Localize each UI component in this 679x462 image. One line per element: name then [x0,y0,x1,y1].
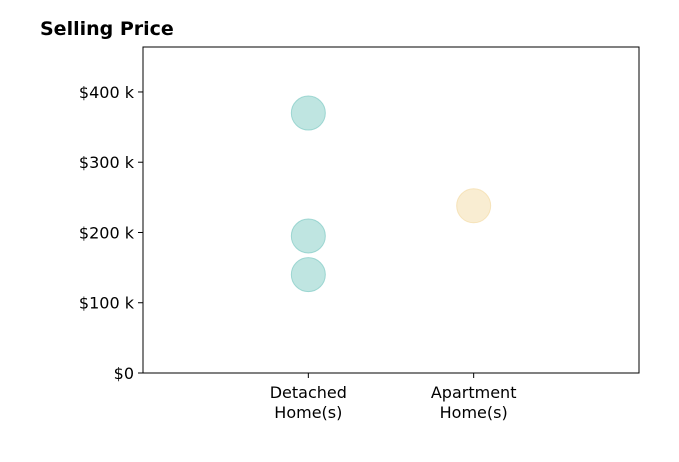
point [290,95,326,131]
y-tick-label: $0 [114,364,134,383]
chart-title: Selling Price [40,18,174,40]
y-tick-label: $400 k [79,83,135,102]
x-tick-label: Apartment Home(s) [431,383,517,422]
x-tick-label: Detached Home(s) [270,383,347,422]
y-tick-label: $200 k [79,223,135,242]
point [456,188,492,224]
y-tick-label: $100 k [79,294,135,313]
point [290,218,326,254]
point [290,257,326,293]
y-tick-label: $300 k [79,153,135,172]
plot-frame [142,46,640,374]
